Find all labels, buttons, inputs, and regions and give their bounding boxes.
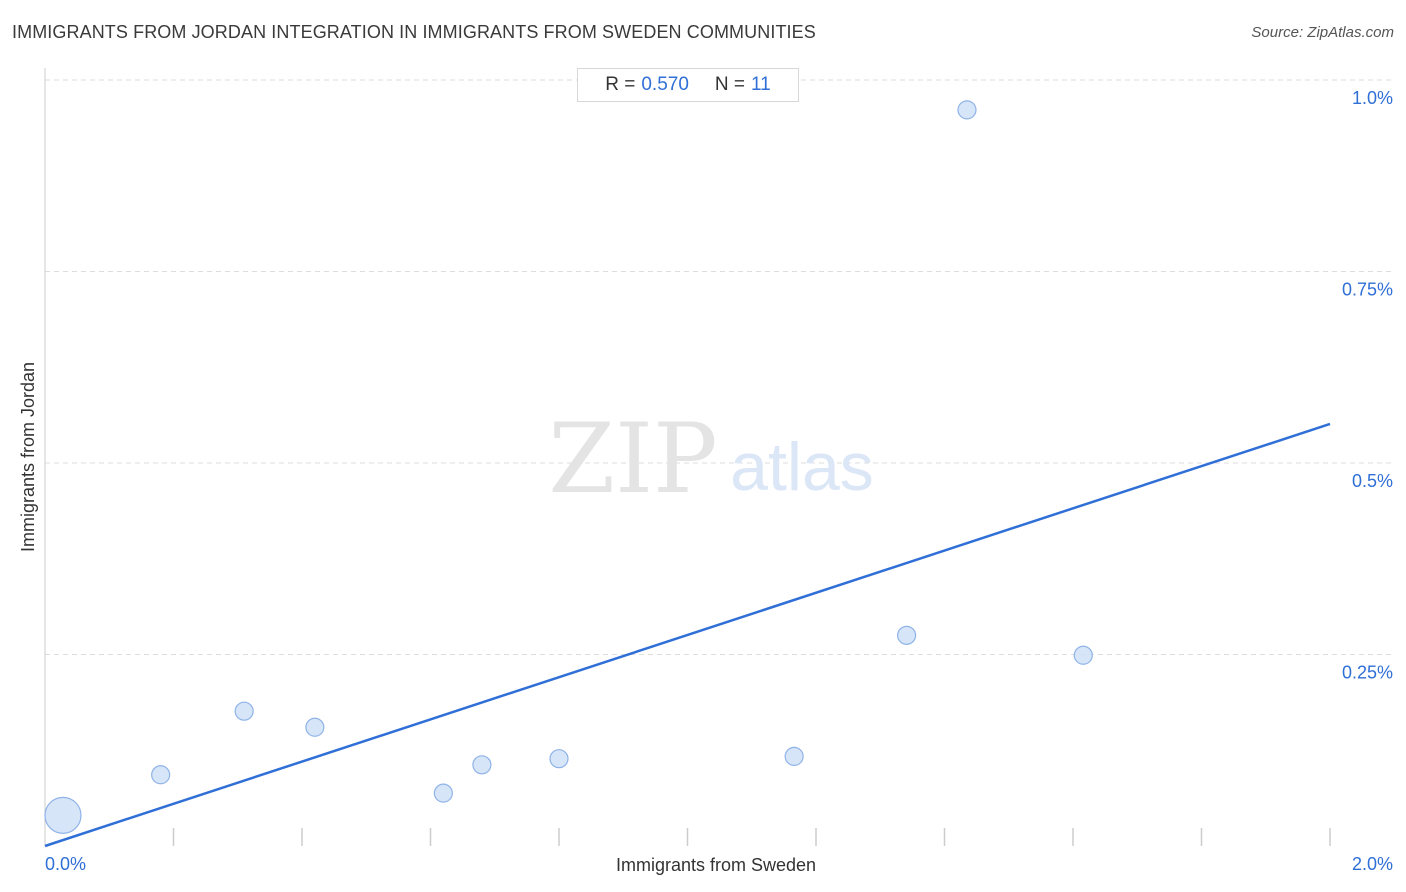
scatter-point [44, 796, 82, 834]
trendline [44, 422, 1331, 848]
r-value: 0.570 [641, 74, 689, 95]
y-axis-label: Immigrants from Jordan [18, 362, 38, 552]
scatter-point [957, 100, 977, 120]
n-value: 11 [751, 74, 771, 95]
x-tick-label: 0.0% [45, 854, 86, 874]
scatter-point [472, 755, 492, 775]
r-label: R = [605, 74, 636, 95]
watermark-zip: ZIP [548, 403, 717, 515]
y-tick-label: 0.75% [1342, 280, 1393, 300]
n-label: N = [714, 74, 746, 95]
axes [44, 68, 1331, 846]
scatter-point [151, 765, 171, 785]
correlation-stats: R = 0.570 N = 11 [577, 68, 799, 102]
trendline-group [44, 422, 1331, 848]
scatter-point [1073, 645, 1093, 665]
watermark: ZIP atlas [548, 403, 873, 515]
scatter-point [433, 783, 453, 803]
scatter-point [896, 625, 917, 645]
scatter-point [549, 749, 569, 769]
data-points [44, 100, 1093, 834]
scatter-point [234, 701, 254, 721]
source-link[interactable]: ZipAtlas.com [1307, 24, 1394, 41]
grid-lines [45, 79, 1395, 655]
tick-labels: 0.25% 0.5% 0.75% 1.0% 0.0% 2.0% [45, 88, 1393, 874]
x-axis-label: Immigrants from Sweden [616, 855, 816, 875]
source-credit: Source: ZipAtlas.com [1251, 24, 1394, 41]
y-tick-label: 0.25% [1342, 663, 1393, 683]
x-tick-label: 2.0% [1352, 854, 1393, 874]
y-tick-label: 1.0% [1352, 88, 1393, 108]
scatter-point [305, 717, 325, 737]
scatter-point [784, 746, 804, 766]
source-label: Source: [1251, 24, 1308, 41]
chart-title: IMMIGRANTS FROM JORDAN INTEGRATION IN IM… [12, 22, 816, 42]
y-tick-label: 0.5% [1352, 471, 1393, 491]
watermark-atlas: atlas [730, 429, 874, 505]
